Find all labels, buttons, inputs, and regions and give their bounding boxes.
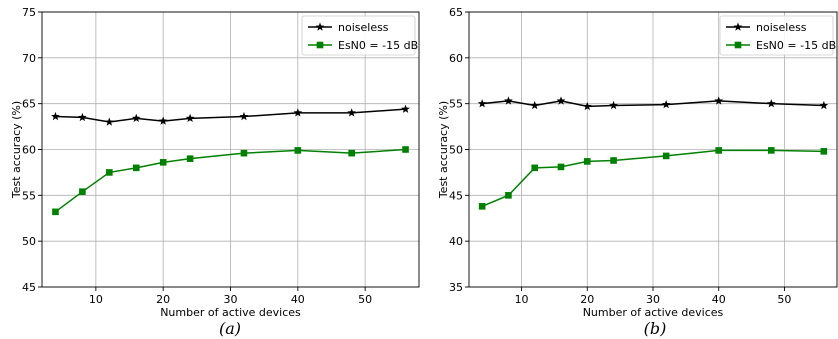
data-point-square (52, 208, 59, 216)
legend-marker-star (733, 22, 743, 31)
y-tick-label: 60 (22, 144, 36, 157)
data-point-star (131, 113, 141, 123)
chart-panel-b: 10 20 30 40 50 35 40 45 50 55 60 65 Number of active… (437, 6, 838, 338)
data-point-square (106, 169, 113, 176)
y-tick-label: 65 (449, 6, 463, 19)
data-point-star (504, 96, 513, 105)
panel-caption: (a) (219, 319, 241, 338)
legend-label: noiseless (338, 21, 389, 34)
x-tick-label: 40 (291, 293, 305, 306)
legend-marker-star (315, 22, 325, 31)
data-point-star (293, 108, 303, 117)
legend-label: EsN0 = -15 dB (756, 39, 836, 52)
y-axis-label: Test accuracy (%) (10, 101, 23, 199)
x-tick-label: 30 (224, 293, 238, 306)
x-tick-label: 20 (580, 293, 594, 306)
data-point-square (240, 149, 248, 157)
legend-label: EsN0 = -15 dB (338, 39, 418, 52)
y-tick-label: 65 (22, 98, 36, 111)
x-tick-label: 10 (515, 293, 529, 306)
y-tick-label: 60 (449, 52, 463, 65)
data-point-square (159, 159, 167, 166)
data-point-square (767, 147, 775, 154)
legend: noiseless EsN0 = -15 dB (301, 15, 418, 56)
y-tick-label: 50 (449, 144, 463, 157)
y-tick-label: 75 (22, 6, 36, 19)
data-point-star (51, 111, 60, 121)
y-tick-label: 40 (449, 235, 463, 248)
data-point-star (714, 96, 724, 105)
series-line-noiseless (55, 108, 406, 123)
data-point-star (661, 99, 671, 109)
data-point-star (401, 104, 410, 113)
data-point-star (530, 100, 540, 110)
data-point-square (79, 188, 86, 195)
data-point-square (186, 155, 194, 162)
y-tick-label: 50 (22, 235, 36, 248)
data-point-star (78, 112, 87, 122)
data-point-square (557, 163, 565, 171)
data-point-square (610, 157, 617, 164)
data-point-square (402, 146, 409, 153)
data-point-star (766, 99, 776, 108)
legend-marker-square (316, 41, 324, 49)
data-point-square (531, 164, 539, 172)
data-point-square (583, 158, 591, 165)
data-point-star (104, 117, 114, 126)
series-line-esn0 (481, 149, 824, 208)
data-point-star (239, 111, 249, 121)
data-point-star (556, 96, 566, 105)
x-tick-label: 50 (777, 293, 791, 306)
chart-panel-a: 10 20 30 40 50 45 50 55 60 65 70 75 Number of active… (10, 6, 420, 338)
y-tick-label: 55 (449, 98, 463, 111)
data-point-square (820, 148, 828, 155)
x-tick-label: 40 (712, 293, 726, 306)
y-tick-label: 45 (22, 281, 36, 294)
legend-marker-square (734, 41, 742, 49)
x-axis-label: Number of active devices (583, 306, 724, 319)
data-point-star (185, 113, 195, 123)
legend-label: noiseless (756, 21, 807, 34)
data-point-square (132, 164, 140, 172)
y-tick-label: 70 (22, 52, 36, 65)
x-axis-label: Number of active devices (160, 306, 301, 319)
data-point-star (347, 108, 357, 117)
data-point-square (348, 149, 355, 157)
data-point-square (715, 147, 723, 154)
x-tick-label: 50 (358, 293, 372, 306)
x-tick-label: 10 (89, 293, 103, 306)
y-axis-label: Test accuracy (%) (437, 101, 450, 199)
data-point-square (294, 147, 302, 154)
data-point-square (662, 152, 670, 160)
series-line-esn0 (55, 148, 406, 213)
data-point-star (477, 99, 487, 108)
panel-caption: (b) (644, 319, 667, 338)
x-tick-label: 20 (156, 293, 170, 306)
data-point-square (505, 192, 512, 199)
legend: noiseless EsN0 = -15 dB (719, 15, 836, 56)
series-line-noiseless (482, 100, 824, 108)
y-tick-label: 45 (449, 189, 463, 202)
y-tick-label: 55 (22, 189, 36, 202)
data-point-star (158, 116, 168, 125)
data-point-square (478, 203, 486, 210)
y-tick-label: 35 (449, 281, 463, 294)
data-point-star (609, 100, 618, 110)
x-tick-label: 30 (646, 293, 660, 306)
data-point-star (582, 101, 592, 111)
data-point-star (819, 100, 829, 110)
